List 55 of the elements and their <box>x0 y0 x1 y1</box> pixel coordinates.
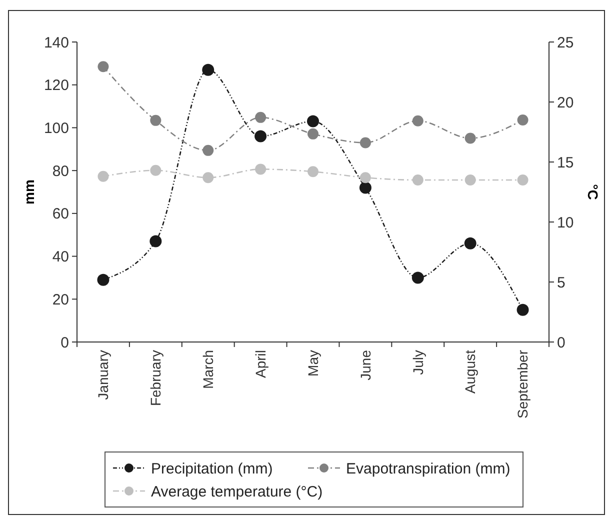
point <box>464 132 476 144</box>
x-tick-label: September <box>514 350 531 418</box>
x-tick-label: August <box>462 350 478 394</box>
point <box>255 112 266 123</box>
point <box>412 174 424 186</box>
y-axis-title: mm <box>21 180 37 204</box>
point <box>202 64 214 76</box>
y2-tick-label: 25 <box>557 34 574 52</box>
point <box>464 174 476 186</box>
y2-tick-label: 20 <box>557 94 574 112</box>
y2-tick-label: 10 <box>557 214 574 232</box>
x-tick-label: June <box>357 350 374 380</box>
point <box>202 172 214 184</box>
point <box>98 61 109 72</box>
legend-label: Precipitation (mm) <box>151 460 273 478</box>
point <box>517 114 528 126</box>
point <box>412 115 424 126</box>
y2-tick-label: 5 <box>557 274 566 292</box>
point <box>308 128 318 140</box>
point <box>150 164 162 176</box>
y2-axis-title: °C <box>585 184 601 200</box>
point <box>254 130 267 142</box>
y2-tick-label: 15 <box>557 154 574 172</box>
y-tick-label: 140 <box>44 34 69 52</box>
legend-label: Average temperature (°C) <box>151 483 323 500</box>
point <box>98 170 109 182</box>
y-tick-label: 100 <box>44 120 69 137</box>
point <box>308 166 318 178</box>
point <box>360 137 371 148</box>
y-tick-label: 40 <box>52 248 69 266</box>
point <box>359 182 372 194</box>
y-tick-label: 60 <box>52 206 69 223</box>
x-tick-label: February <box>148 350 164 406</box>
point <box>150 114 162 126</box>
point <box>97 274 110 286</box>
y-tick-label: 20 <box>52 291 69 308</box>
legend-label: Evapotranspiration (mm) <box>346 460 510 478</box>
y-tick-label: 0 <box>60 334 69 352</box>
point <box>255 164 266 175</box>
point <box>360 172 371 184</box>
point <box>307 115 319 128</box>
x-tick-label: July <box>410 350 426 375</box>
y-tick-label: 80 <box>52 162 69 180</box>
y-tick-label: 120 <box>44 77 69 94</box>
point <box>464 237 476 250</box>
y2-tick-label: 0 <box>557 334 566 352</box>
point <box>517 174 528 186</box>
x-tick-label: May <box>304 350 321 376</box>
point <box>412 272 424 284</box>
point <box>202 144 214 156</box>
x-tick-label: March <box>200 350 216 389</box>
point <box>516 304 529 316</box>
x-tick-label: January <box>95 350 112 400</box>
point <box>150 235 162 248</box>
x-tick-label: April <box>252 350 268 378</box>
